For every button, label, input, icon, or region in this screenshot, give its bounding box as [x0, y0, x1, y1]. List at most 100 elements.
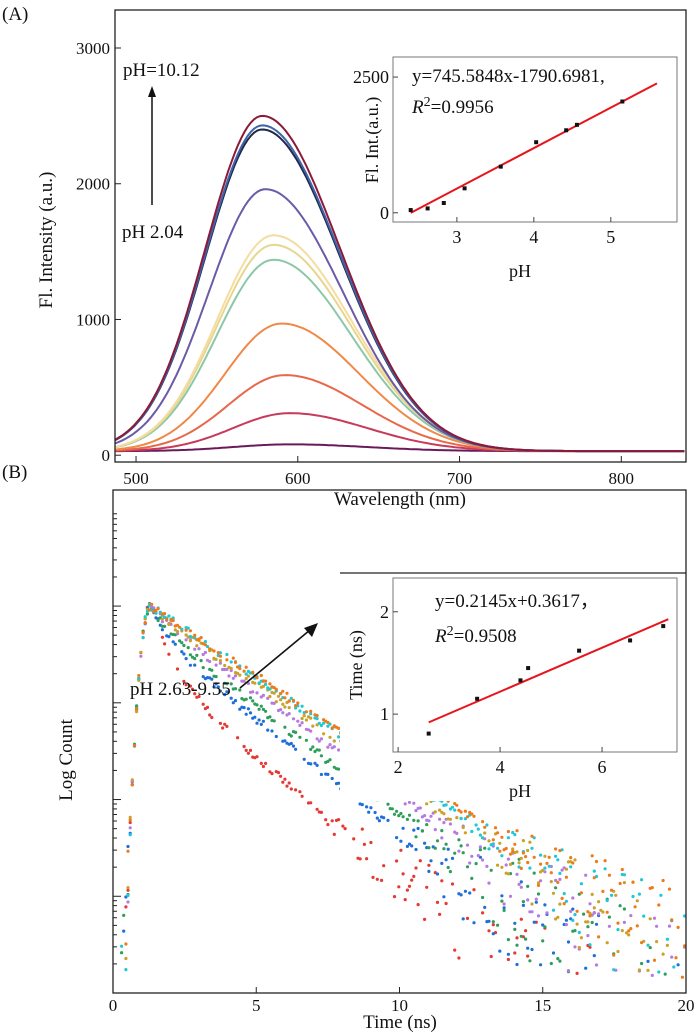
data-point: [518, 678, 523, 683]
decay-point: [244, 672, 248, 676]
decay-point: [530, 910, 534, 914]
decay-point: [337, 748, 341, 752]
annotation-ph-low: pH 2.04: [122, 222, 184, 243]
decay-point: [407, 842, 412, 846]
decay-point: [502, 908, 506, 913]
decay-point: [496, 831, 500, 835]
inset-x-tick-label: 6: [598, 757, 607, 777]
inset-b-equation: y=0.2145x+0.3617，: [435, 591, 599, 612]
y-tick-label: 2000: [76, 175, 110, 194]
decay-point: [569, 865, 573, 869]
decay-point: [577, 945, 581, 950]
decay-point: [319, 754, 323, 758]
decay-point: [646, 968, 650, 973]
decay-point: [197, 647, 201, 651]
decay-point: [223, 663, 227, 668]
decay-point: [515, 829, 519, 833]
decay-point: [296, 701, 300, 705]
decay-point: [229, 666, 233, 670]
decay-point: [171, 640, 175, 644]
decay-point: [618, 881, 622, 886]
decay-point: [577, 930, 581, 935]
decay-point: [369, 840, 373, 845]
decay-point: [304, 718, 308, 722]
decay-point: [661, 878, 665, 883]
decay-point: [218, 654, 222, 658]
decay-point: [640, 878, 644, 882]
decay-point: [629, 914, 633, 918]
decay-point: [440, 836, 444, 840]
panel-a-ticks: 500 600 700 800 0 1000 2000 3000: [76, 39, 634, 488]
decay-point: [407, 884, 412, 888]
decay-point: [358, 857, 362, 861]
decay-point: [315, 723, 319, 727]
decay-point: [214, 682, 218, 686]
decay-point: [175, 667, 180, 671]
decay-point: [468, 891, 472, 895]
decay-point: [498, 841, 502, 845]
inset-a-frame: [392, 56, 678, 223]
decay-point: [255, 721, 259, 725]
decay-point: [448, 822, 452, 826]
decay-point: [264, 679, 268, 683]
decay-point: [319, 737, 323, 741]
decay-point: [279, 774, 283, 778]
decay-point: [502, 902, 506, 906]
decay-point: [470, 829, 474, 834]
decay-point: [414, 809, 418, 813]
inset-x-tick-label: 5: [606, 227, 615, 247]
decay-point: [330, 726, 334, 730]
decay-point: [429, 859, 433, 863]
decay-point: [659, 893, 663, 897]
decay-point: [564, 867, 569, 871]
arrow-diagonal-icon: [239, 629, 311, 689]
decay-point: [287, 781, 291, 785]
decay-point: [635, 924, 639, 928]
decay-point: [517, 861, 521, 865]
decay-point: [627, 929, 631, 933]
decay-point: [588, 914, 592, 918]
decay-point: [513, 951, 517, 955]
decay-point: [491, 838, 495, 842]
decay-point: [407, 813, 412, 817]
decay-point: [491, 842, 495, 846]
decay-point: [515, 872, 519, 876]
decay-point: [279, 698, 283, 702]
decay-point: [145, 612, 149, 616]
decay-point: [337, 726, 341, 731]
decay-point: [566, 969, 571, 973]
decay-point: [498, 949, 502, 953]
decay-point: [526, 848, 530, 853]
decay-point: [670, 955, 674, 959]
decay-point: [446, 865, 450, 870]
decay-point: [474, 862, 478, 866]
decay-point: [309, 762, 313, 766]
decay-point: [298, 790, 302, 794]
decay-point: [558, 902, 562, 906]
decay-point: [564, 923, 569, 927]
decay-point: [603, 859, 607, 863]
decay-point: [425, 885, 429, 889]
decay-point: [182, 679, 186, 684]
decay-point: [236, 671, 240, 675]
decay-point: [601, 910, 605, 914]
decay-point: [225, 724, 229, 729]
decay-point: [631, 894, 635, 899]
decay-point: [257, 681, 261, 685]
panel-a-label: (A): [2, 4, 28, 25]
decay-point: [470, 854, 474, 858]
decay-point: [579, 891, 584, 895]
decay-point: [255, 755, 259, 759]
decay-point: [272, 691, 276, 695]
decay-point: [491, 923, 495, 927]
decay-point: [461, 917, 465, 921]
panel-b-xlabel: Time (ns): [363, 1012, 437, 1033]
decay-point: [465, 843, 470, 847]
decay-point: [648, 917, 652, 921]
decay-point: [438, 912, 442, 917]
decay-point: [124, 905, 128, 909]
decay-point: [193, 663, 197, 667]
decay-point: [536, 914, 541, 918]
decay-point: [545, 861, 549, 866]
decay-point: [476, 827, 480, 831]
